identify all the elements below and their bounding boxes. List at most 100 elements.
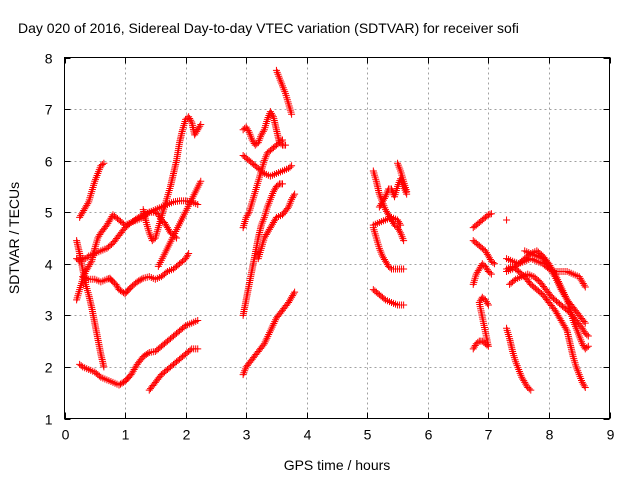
data-series-9 [154, 177, 205, 270]
x-tick-label: 2 [183, 427, 191, 443]
data-series-16 [239, 288, 299, 379]
data-point [525, 385, 533, 393]
data-point [77, 256, 85, 264]
data-point [136, 276, 144, 284]
data-points [73, 66, 592, 394]
data-series-8 [145, 345, 202, 394]
data-point [133, 278, 141, 286]
data-point [290, 290, 298, 298]
chart-title: Day 020 of 2016, Sidereal Day-to-day VTE… [18, 20, 519, 36]
data-point [194, 317, 202, 325]
data-point [487, 270, 495, 278]
data-point [184, 251, 192, 259]
data-point [403, 188, 411, 196]
data-series-18 [375, 175, 411, 211]
data-point [400, 237, 408, 245]
data-point [279, 180, 286, 188]
x-tick-label: 3 [243, 427, 251, 443]
data-point [584, 342, 592, 350]
data-point [487, 210, 495, 218]
data-point [138, 275, 146, 283]
y-tick-label: 7 [45, 102, 53, 118]
data-point [484, 211, 492, 219]
data-point [386, 264, 394, 272]
data-point [244, 210, 252, 218]
data-point [581, 319, 589, 327]
x-axis: 0 1 2 3 4 5 6 7 8 9 [62, 57, 615, 443]
data-series-10 [239, 108, 290, 149]
data-point [84, 200, 92, 208]
data-point [400, 265, 408, 273]
data-point [180, 323, 188, 331]
data-point [400, 301, 408, 309]
x-tick-label: 0 [62, 427, 70, 443]
data-point [185, 249, 193, 257]
data-point [291, 190, 299, 198]
data-point [282, 141, 290, 149]
data-point [380, 194, 388, 202]
y-tick-label: 1 [45, 412, 53, 428]
data-series-3 [73, 197, 202, 304]
data-point [581, 283, 589, 291]
data-point [268, 111, 276, 119]
data-point [527, 386, 535, 394]
data-point [290, 192, 298, 200]
data-point [194, 200, 202, 208]
y-tick-label: 8 [45, 51, 53, 67]
data-point [259, 127, 267, 135]
data-series-13 [239, 136, 286, 232]
data-point [503, 216, 511, 224]
data-point [581, 384, 589, 392]
y-tick-label: 3 [45, 308, 53, 324]
data-point [562, 325, 570, 333]
data-point [274, 181, 282, 189]
data-series-21 [369, 286, 408, 309]
data-series-28 [503, 324, 535, 394]
data-series-20 [369, 213, 405, 229]
x-tick-label: 9 [607, 427, 615, 443]
y-tick-label: 4 [45, 257, 53, 273]
data-point [154, 262, 162, 270]
y-tick-label: 6 [45, 154, 53, 170]
data-series-19 [369, 224, 408, 273]
data-series-6 [139, 113, 205, 245]
data-point [279, 136, 286, 144]
data-series-15 [254, 190, 299, 263]
data-series-31 [506, 270, 592, 340]
data-series-1 [76, 159, 108, 221]
data-point [286, 163, 294, 171]
data-point [100, 363, 108, 371]
x-tick-label: 5 [364, 427, 372, 443]
data-point [380, 295, 388, 303]
data-point [194, 345, 202, 353]
data-series-32 [503, 262, 589, 392]
data-point [550, 271, 558, 279]
data-series-26 [469, 293, 492, 353]
data-series-7 [76, 317, 202, 389]
data-point [483, 212, 491, 220]
data-point [87, 259, 95, 267]
data-point [95, 372, 103, 380]
data-point [117, 380, 125, 388]
data-series-14 [239, 180, 286, 319]
data-point [77, 362, 85, 370]
data-point [583, 344, 591, 352]
y-axis-label: SDTVAR / TECUs [6, 182, 22, 294]
x-tick-label: 7 [485, 427, 493, 443]
data-point [187, 116, 195, 124]
data-point [100, 159, 108, 167]
plot-frame [64, 57, 610, 419]
data-point [396, 219, 404, 227]
data-point [288, 162, 296, 170]
data-series-24 [469, 237, 498, 268]
data-point [486, 210, 494, 218]
data-series-27 [503, 216, 511, 224]
data-point [288, 110, 296, 118]
x-axis-label: GPS time / hours [284, 457, 391, 473]
data-series-23 [469, 210, 495, 232]
data-series-25 [469, 260, 495, 288]
data-series-5 [79, 249, 193, 298]
data-point [474, 338, 482, 346]
data-point [133, 214, 141, 222]
